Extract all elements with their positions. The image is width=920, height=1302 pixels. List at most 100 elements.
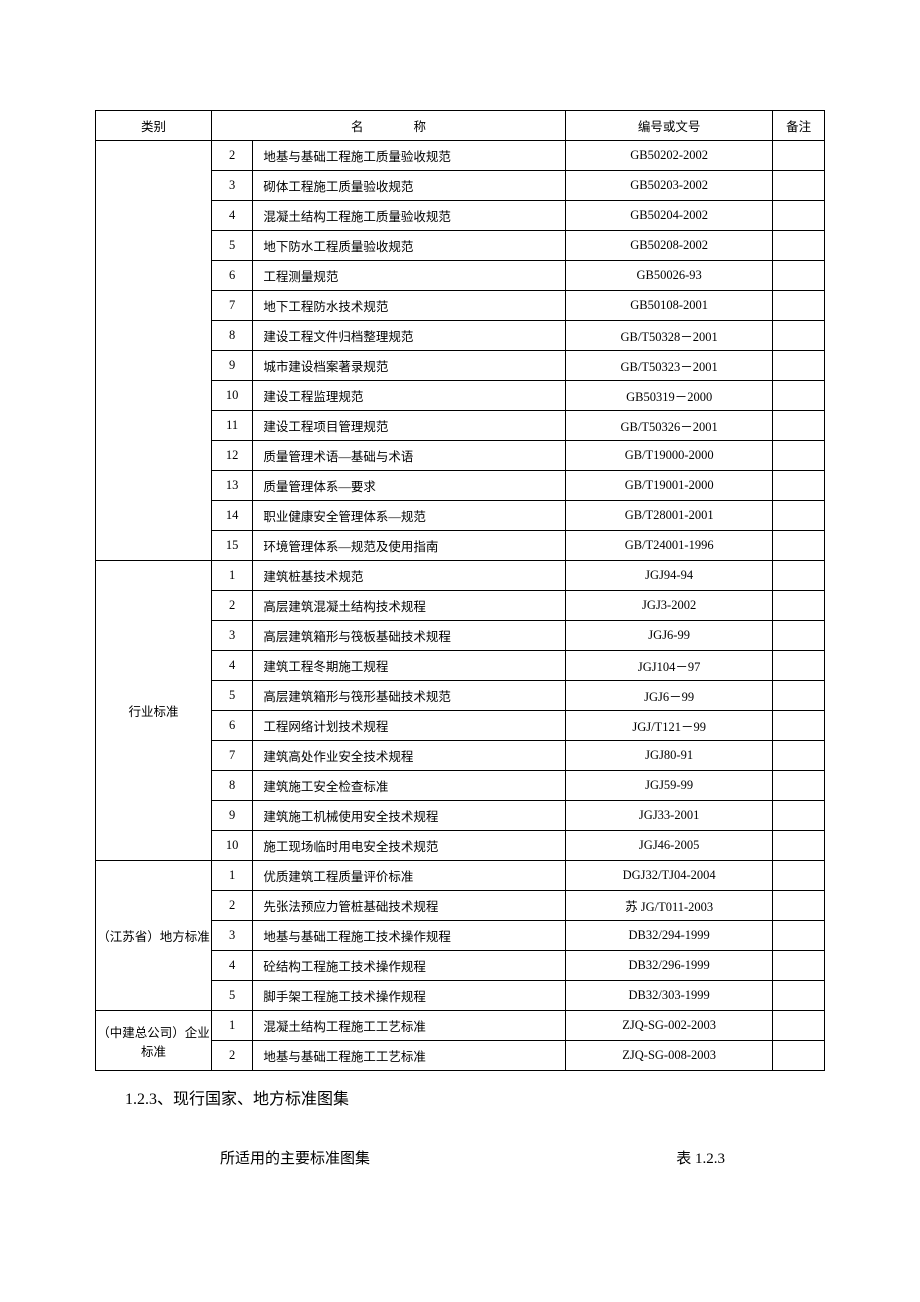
num-cell: 3 [211,621,252,651]
num-cell: 4 [211,651,252,681]
header-category: 类别 [96,111,212,141]
code-cell: ZJQ-SG-008-2003 [566,1041,773,1071]
name-cell: 脚手架工程施工技术操作规程 [253,981,566,1011]
code-cell: JGJ104－97 [566,651,773,681]
num-cell: 11 [211,411,252,441]
category-cell [96,141,212,561]
num-cell: 1 [211,861,252,891]
header-code: 编号或文号 [566,111,773,141]
remark-cell [773,261,825,291]
caption-right: 表 1.2.3 [676,1147,725,1168]
remark-cell [773,831,825,861]
table-row: （中建总公司）企业标准1混凝土结构工程施工工艺标准ZJQ-SG-002-2003 [96,1011,825,1041]
name-cell: 高层建筑箱形与筏板基础技术规程 [253,621,566,651]
num-cell: 14 [211,501,252,531]
remark-cell [773,201,825,231]
code-cell: 苏 JG/T011-2003 [566,891,773,921]
name-cell: 工程网络计划技术规程 [253,711,566,741]
num-cell: 7 [211,741,252,771]
code-cell: JGJ3-2002 [566,591,773,621]
code-cell: DB32/294-1999 [566,921,773,951]
header-remark: 备注 [773,111,825,141]
code-cell: ZJQ-SG-002-2003 [566,1011,773,1041]
category-cell: 行业标准 [96,561,212,861]
remark-cell [773,501,825,531]
remark-cell [773,561,825,591]
remark-cell [773,231,825,261]
num-cell: 5 [211,981,252,1011]
name-cell: 质量管理体系—要求 [253,471,566,501]
remark-cell [773,381,825,411]
num-cell: 6 [211,711,252,741]
code-cell: GB50208-2002 [566,231,773,261]
code-cell: GB50203-2002 [566,171,773,201]
code-cell: GB50108-2001 [566,291,773,321]
remark-cell [773,621,825,651]
name-cell: 优质建筑工程质量评价标准 [253,861,566,891]
remark-cell [773,291,825,321]
remark-cell [773,1041,825,1071]
name-cell: 砌体工程施工质量验收规范 [253,171,566,201]
name-cell: 地基与基础工程施工工艺标准 [253,1041,566,1071]
code-cell: JGJ59-99 [566,771,773,801]
num-cell: 10 [211,381,252,411]
name-cell: 地下工程防水技术规范 [253,291,566,321]
name-cell: 建筑工程冬期施工规程 [253,651,566,681]
category-cell: （中建总公司）企业标准 [96,1011,212,1071]
name-cell: 建设工程文件归档整理规范 [253,321,566,351]
name-cell: 工程测量规范 [253,261,566,291]
name-cell: 先张法预应力管桩基础技术规程 [253,891,566,921]
num-cell: 2 [211,141,252,171]
code-cell: JGJ46-2005 [566,831,773,861]
table-row: 行业标准1建筑桩基技术规范JGJ94-94 [96,561,825,591]
code-cell: GB50202-2002 [566,141,773,171]
num-cell: 2 [211,591,252,621]
code-cell: GB/T50323－2001 [566,351,773,381]
caption-row: 所适用的主要标准图集 表 1.2.3 [95,1147,825,1168]
code-cell: GB50319－2000 [566,381,773,411]
code-cell: DB32/303-1999 [566,981,773,1011]
remark-cell [773,411,825,441]
num-cell: 7 [211,291,252,321]
num-cell: 5 [211,231,252,261]
name-cell: 混凝土结构工程施工工艺标准 [253,1011,566,1041]
code-cell: GB/T28001-2001 [566,501,773,531]
code-cell: GB50204-2002 [566,201,773,231]
remark-cell [773,951,825,981]
code-cell: DGJ32/TJ04-2004 [566,861,773,891]
remark-cell [773,531,825,561]
name-cell: 建筑施工机械使用安全技术规程 [253,801,566,831]
table-row: （江苏省）地方标准1优质建筑工程质量评价标准DGJ32/TJ04-2004 [96,861,825,891]
num-cell: 9 [211,801,252,831]
name-cell: 建设工程监理规范 [253,381,566,411]
header-name-char1: 名 [351,116,364,135]
table-header-row: 类别 名 称 编号或文号 备注 [96,111,825,141]
name-cell: 建筑高处作业安全技术规程 [253,741,566,771]
num-cell: 9 [211,351,252,381]
remark-cell [773,591,825,621]
remark-cell [773,681,825,711]
code-cell: GB/T50326－2001 [566,411,773,441]
code-cell: JGJ80-91 [566,741,773,771]
remark-cell [773,651,825,681]
num-cell: 10 [211,831,252,861]
remark-cell [773,861,825,891]
remark-cell [773,921,825,951]
name-cell: 高层建筑混凝土结构技术规程 [253,591,566,621]
remark-cell [773,741,825,771]
name-cell: 高层建筑箱形与筏形基础技术规范 [253,681,566,711]
caption-left: 所适用的主要标准图集 [220,1147,370,1168]
num-cell: 2 [211,1041,252,1071]
num-cell: 1 [211,561,252,591]
remark-cell [773,141,825,171]
name-cell: 建筑施工安全检查标准 [253,771,566,801]
remark-cell [773,171,825,201]
remark-cell [773,801,825,831]
table-row: 2地基与基础工程施工质量验收规范GB50202-2002 [96,141,825,171]
code-cell: JGJ6－99 [566,681,773,711]
num-cell: 12 [211,441,252,471]
remark-cell [773,891,825,921]
code-cell: JGJ33-2001 [566,801,773,831]
num-cell: 5 [211,681,252,711]
name-cell: 地基与基础工程施工质量验收规范 [253,141,566,171]
